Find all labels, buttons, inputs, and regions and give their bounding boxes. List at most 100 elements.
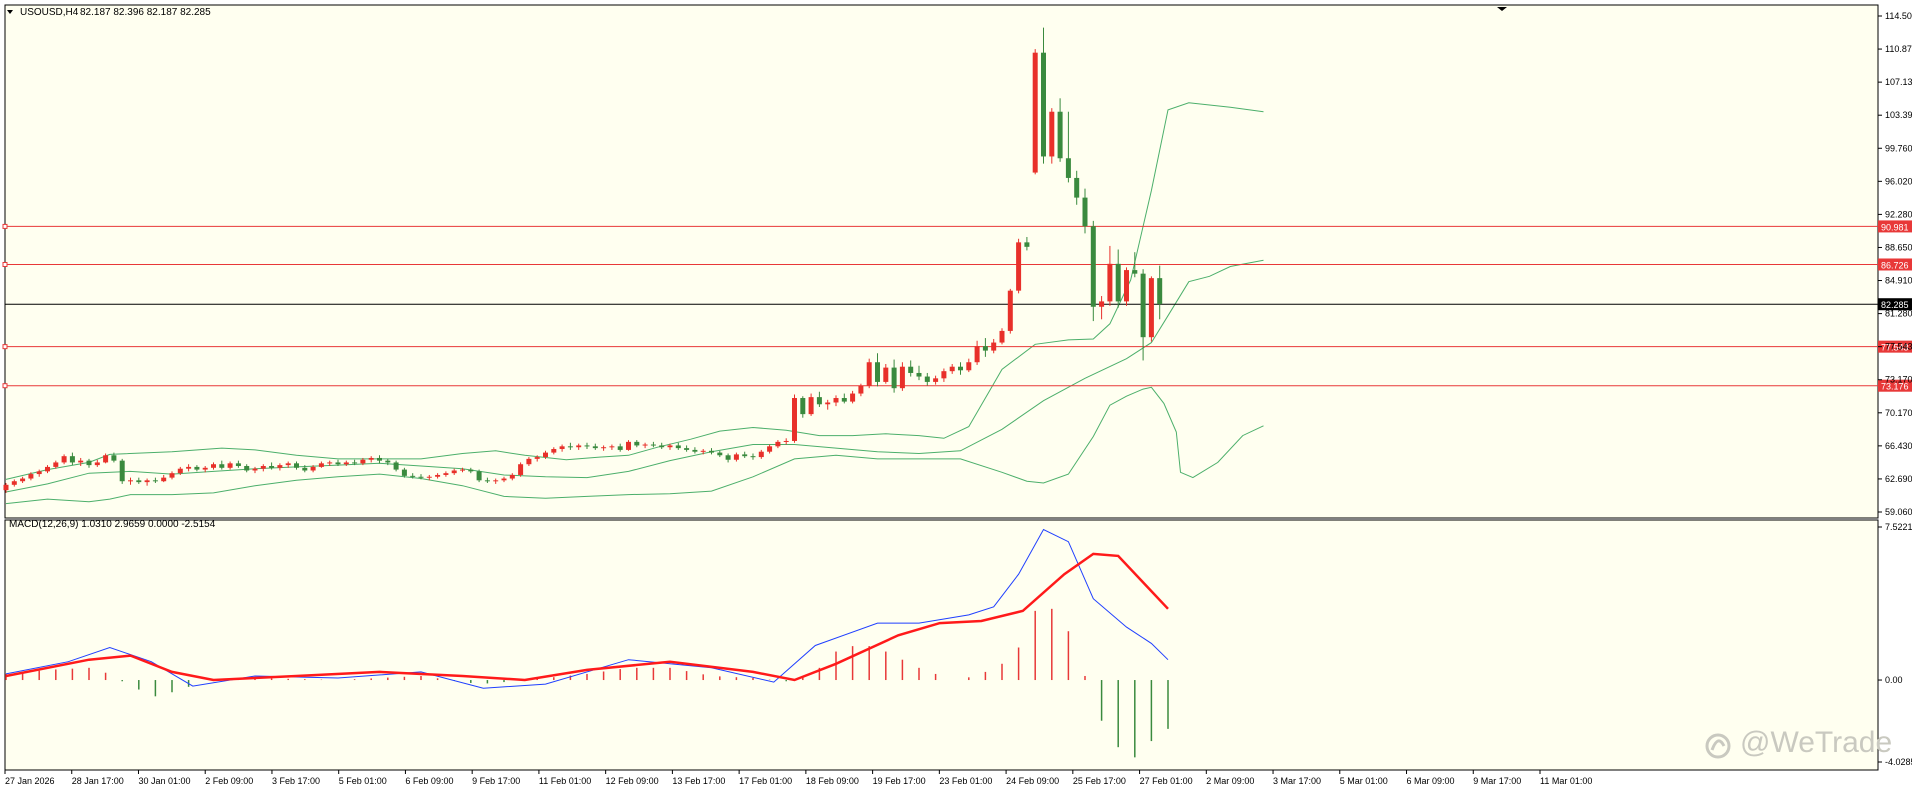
candle[interactable] [642, 442, 648, 449]
dropdown-triangle-icon[interactable] [7, 10, 13, 14]
candle[interactable] [742, 451, 748, 458]
candle[interactable] [1049, 108, 1055, 164]
candle[interactable] [235, 460, 241, 468]
candle[interactable] [219, 460, 225, 470]
candle[interactable] [318, 461, 324, 468]
candle[interactable] [294, 461, 299, 470]
candle[interactable] [368, 456, 374, 463]
candle[interactable] [808, 393, 814, 416]
candle[interactable] [933, 375, 939, 385]
candle[interactable] [982, 338, 988, 357]
candle[interactable] [128, 477, 133, 485]
candle[interactable] [1107, 245, 1113, 306]
candle[interactable] [144, 478, 150, 486]
candle[interactable] [592, 443, 598, 450]
candle[interactable] [277, 463, 283, 471]
candle[interactable] [484, 477, 490, 484]
candle[interactable] [659, 442, 665, 450]
candle[interactable] [526, 457, 532, 467]
candle[interactable] [111, 452, 117, 463]
candle[interactable] [518, 462, 524, 477]
candle[interactable] [584, 442, 590, 450]
candle[interactable] [169, 471, 175, 480]
candle[interactable] [1099, 296, 1105, 320]
candle[interactable] [899, 362, 905, 391]
candle[interactable] [161, 474, 167, 483]
candle[interactable] [152, 477, 158, 484]
candle[interactable] [800, 396, 806, 418]
candle[interactable] [916, 365, 922, 381]
candle[interactable] [1032, 49, 1038, 175]
candle[interactable] [186, 464, 192, 472]
candle[interactable] [601, 445, 607, 451]
candle[interactable] [451, 468, 457, 475]
candle[interactable] [767, 444, 773, 454]
candle[interactable] [1124, 267, 1129, 306]
candle[interactable] [783, 438, 789, 445]
candle[interactable] [991, 338, 997, 354]
candle[interactable] [11, 479, 17, 487]
candle[interactable] [974, 340, 980, 365]
candle[interactable] [94, 459, 100, 467]
candle[interactable] [667, 443, 673, 450]
candle[interactable] [393, 460, 399, 472]
candle[interactable] [3, 483, 9, 493]
candle[interactable] [626, 440, 631, 451]
candle[interactable] [1041, 27, 1046, 164]
candle[interactable] [1148, 276, 1154, 342]
candle[interactable] [501, 476, 507, 483]
candle[interactable] [1065, 111, 1071, 183]
candle[interactable] [1157, 265, 1163, 320]
candle[interactable] [1140, 269, 1146, 361]
candle[interactable] [1090, 220, 1096, 322]
candle[interactable] [858, 383, 864, 397]
candle[interactable] [410, 473, 416, 479]
candle[interactable] [435, 473, 441, 479]
candle[interactable] [78, 457, 84, 467]
shift-marker-icon[interactable] [1497, 7, 1507, 11]
candle[interactable] [908, 360, 914, 377]
candle[interactable] [69, 452, 75, 466]
candle[interactable] [227, 461, 233, 470]
candle[interactable] [509, 473, 515, 481]
candles[interactable] [3, 27, 1163, 493]
candle[interactable] [136, 477, 142, 484]
candle[interactable] [53, 460, 59, 469]
candle[interactable] [269, 462, 275, 470]
candle[interactable] [700, 449, 706, 455]
candle[interactable] [924, 372, 930, 386]
candle[interactable] [20, 476, 26, 484]
candle[interactable] [1007, 288, 1013, 334]
candle[interactable] [841, 393, 847, 404]
candle[interactable] [493, 478, 499, 484]
candle[interactable] [1115, 249, 1121, 308]
candle[interactable] [833, 395, 839, 407]
candle[interactable] [949, 364, 955, 374]
candle[interactable] [377, 455, 382, 464]
candle[interactable] [543, 450, 548, 459]
candle[interactable] [360, 457, 366, 466]
candle[interactable] [202, 466, 208, 473]
candle[interactable] [401, 467, 407, 478]
candle[interactable] [285, 461, 291, 468]
candle[interactable] [36, 469, 42, 477]
candle[interactable] [875, 353, 880, 387]
candle[interactable] [891, 359, 897, 393]
candle[interactable] [551, 447, 557, 455]
candle[interactable] [999, 328, 1005, 345]
candle[interactable] [418, 474, 424, 480]
candle[interactable] [650, 441, 656, 448]
candle[interactable] [335, 459, 341, 467]
candle[interactable] [61, 454, 67, 465]
candle[interactable] [1057, 98, 1063, 162]
candle[interactable] [883, 364, 889, 384]
candle[interactable] [310, 465, 316, 473]
candle[interactable] [534, 455, 540, 462]
candle[interactable] [559, 444, 565, 452]
candle[interactable] [327, 460, 333, 467]
candle[interactable] [385, 458, 391, 466]
candle[interactable] [443, 471, 449, 477]
candle[interactable] [692, 447, 698, 454]
candle[interactable] [119, 458, 125, 484]
candle[interactable] [733, 452, 739, 462]
